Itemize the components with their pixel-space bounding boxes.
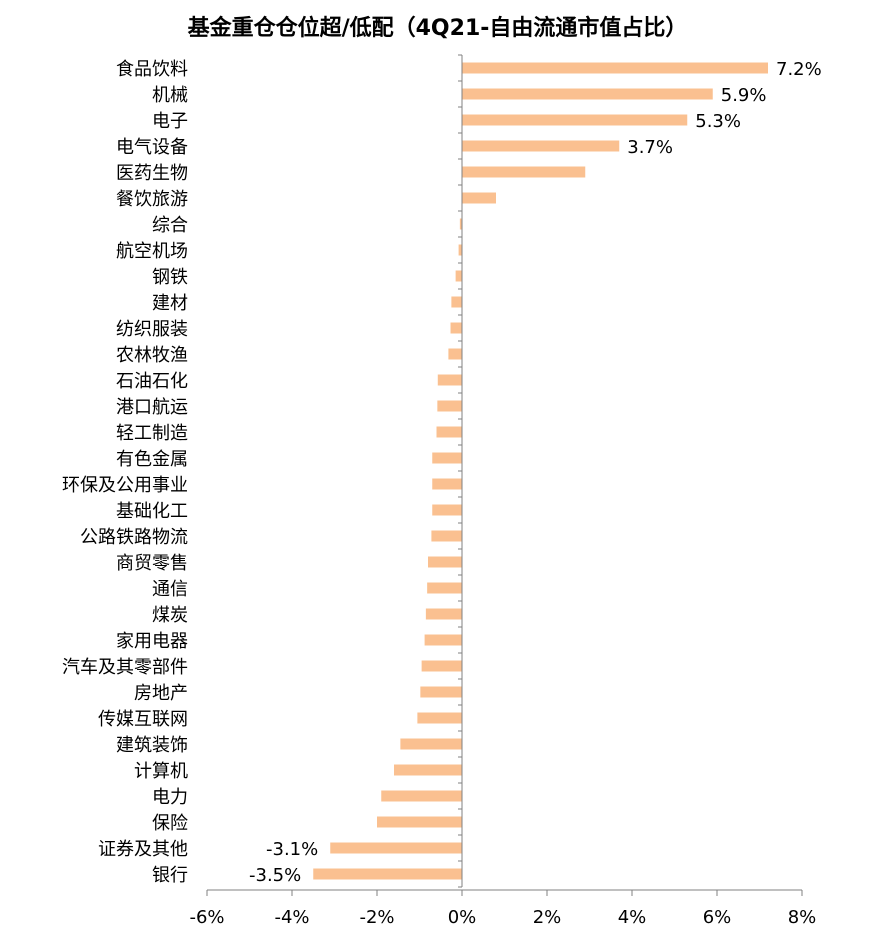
category-label: 家用电器	[116, 631, 188, 652]
bar	[427, 582, 462, 594]
category-label: 房地产	[134, 683, 188, 704]
bar	[462, 62, 768, 74]
category-label: 钢铁	[152, 267, 188, 288]
bar	[425, 608, 462, 620]
bar	[330, 842, 462, 854]
category-label: 电子	[152, 111, 188, 132]
x-tick-label: 4%	[618, 907, 647, 928]
category-label: 机械	[152, 85, 188, 106]
x-tick-label: 8%	[788, 907, 817, 928]
category-label: 港口航运	[116, 397, 188, 418]
category-label: 保险	[152, 813, 188, 834]
category-label: 电气设备	[116, 137, 188, 158]
bar	[462, 166, 586, 178]
bar	[432, 452, 462, 464]
bar	[448, 348, 462, 360]
bar	[432, 504, 462, 516]
bar	[400, 738, 462, 750]
bar	[420, 686, 462, 698]
category-label: 建材	[152, 293, 188, 314]
category-label: 计算机	[134, 761, 188, 782]
category-label: 汽车及其零部件	[62, 657, 188, 678]
category-label: 航空机场	[116, 241, 188, 262]
category-label: 证券及其他	[98, 839, 188, 860]
bar	[432, 478, 462, 490]
category-label: 石油石化	[116, 371, 188, 392]
bar	[313, 868, 462, 880]
x-tick-label: -2%	[359, 907, 394, 928]
data-label: -3.1%	[266, 839, 318, 860]
category-label: 建筑装饰	[116, 735, 188, 756]
chart-title: 基金重仓仓位超/低配（4Q21-自由流通市值占比）	[187, 16, 688, 41]
bar	[458, 244, 462, 256]
bar	[459, 218, 462, 230]
category-label: 环保及公用事业	[62, 475, 188, 496]
bar	[437, 374, 462, 386]
bar	[377, 816, 462, 828]
x-tick-label: 6%	[703, 907, 732, 928]
bar	[451, 296, 462, 308]
category-label: 有色金属	[116, 449, 188, 470]
bar	[424, 634, 462, 646]
x-tick-label: 0%	[448, 907, 477, 928]
data-label: 5.3%	[695, 111, 741, 132]
category-label: 电力	[152, 787, 188, 808]
category-label: 基础化工	[116, 501, 188, 522]
category-label: 综合	[152, 215, 188, 236]
category-label: 银行	[152, 865, 188, 886]
data-label: -3.5%	[249, 865, 301, 886]
category-label: 餐饮旅游	[116, 189, 188, 210]
bar	[455, 270, 462, 282]
category-label: 食品饮料	[116, 59, 188, 80]
bar	[428, 556, 462, 568]
category-label: 轻工制造	[116, 423, 188, 444]
x-tick-label: -4%	[274, 907, 309, 928]
category-label: 煤炭	[152, 605, 188, 626]
bar	[462, 192, 496, 204]
category-label: 传媒互联网	[98, 709, 188, 730]
bar	[462, 88, 713, 100]
category-label: 公路铁路物流	[80, 527, 188, 548]
bar	[437, 400, 462, 412]
bar	[417, 712, 462, 724]
bar	[431, 530, 462, 542]
bar	[462, 140, 620, 152]
category-label: 纺织服装	[116, 319, 188, 340]
data-label: 5.9%	[721, 85, 767, 106]
category-label: 农林牧渔	[116, 345, 188, 366]
category-label: 医药生物	[116, 163, 188, 184]
bar	[381, 790, 462, 802]
bar	[436, 426, 462, 438]
x-tick-label: -6%	[189, 907, 224, 928]
category-label: 通信	[152, 579, 188, 600]
bar	[450, 322, 462, 334]
bar	[421, 660, 462, 672]
data-label: 7.2%	[776, 59, 822, 80]
bar	[462, 114, 688, 126]
x-tick-label: 2%	[533, 907, 562, 928]
bar	[394, 764, 462, 776]
category-label: 商贸零售	[116, 553, 188, 574]
data-label: 3.7%	[627, 137, 673, 158]
